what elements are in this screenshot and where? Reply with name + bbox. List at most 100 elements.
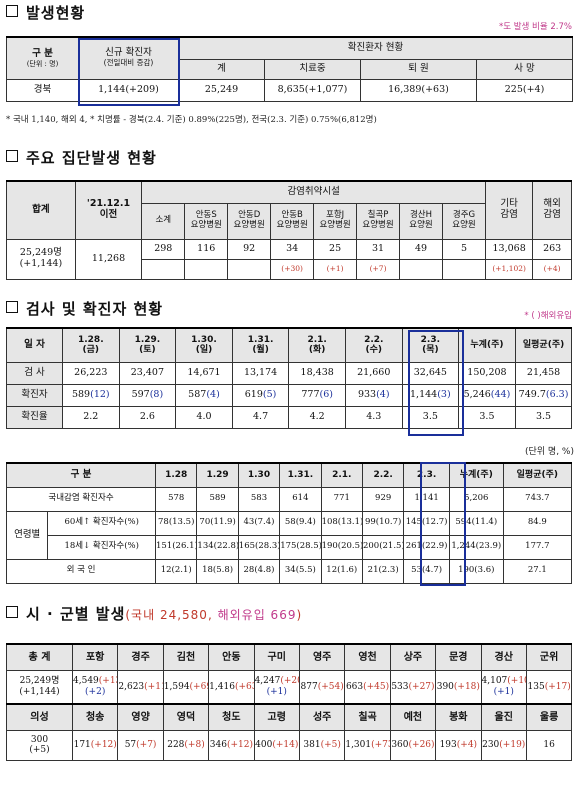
cell-0-6: 32,645 — [401, 361, 460, 385]
domestic-2: 583 — [237, 486, 281, 512]
col-other: 기타 감염 — [485, 180, 534, 240]
age18-4: 190(20.5) — [320, 534, 363, 560]
count: 663 — [345, 681, 364, 692]
date-col-8: 일평균(주) — [514, 327, 573, 363]
domestic-4: 771 — [320, 486, 363, 512]
region-count: 25,249명 — [8, 676, 72, 686]
cell-0-8: 21,458 — [514, 361, 573, 385]
overseas-change: (+1) — [266, 686, 287, 697]
region-9: 문경 — [435, 643, 482, 671]
cell-value: 4.2 — [309, 410, 325, 422]
region-value-1: 4,549(+134)(+2) — [71, 669, 119, 705]
other-change: (+1,102) — [485, 258, 534, 280]
region-count: 228(+8) — [164, 740, 207, 750]
cell-0-5: 21,660 — [344, 361, 403, 385]
col-new-cases: 신규 확진자 (전일대비 증감) — [78, 36, 179, 80]
cell-value: 150,208 — [467, 366, 507, 378]
vuln-change-7 — [441, 258, 487, 280]
change: (+4) — [456, 739, 478, 750]
cell-1-4: 777(6) — [288, 383, 346, 407]
section-title-occurrence: 발생현황 — [6, 2, 85, 23]
cell-1-5: 933(4) — [344, 383, 403, 407]
region-value-3: 228(+8) — [162, 729, 210, 761]
count: 57 — [124, 739, 137, 750]
date-col-8: 일평균(주) — [502, 462, 573, 488]
domestic-6: 1,141 — [403, 486, 450, 512]
unit-note: (단위 명, %) — [525, 447, 574, 457]
age60-7: 594(11.4) — [448, 510, 504, 536]
cell-2-0: 2.2 — [62, 405, 120, 429]
change: (+1,144) — [19, 686, 60, 697]
region-0: 총 계 — [6, 643, 73, 671]
cell-1-8: 749.7(6.3) — [514, 383, 573, 407]
vuln-change-2 — [227, 258, 272, 280]
col-total: 계 — [178, 58, 265, 80]
new-cases-value: 1,144(+209) — [78, 78, 179, 102]
cell-2-7: 3.5 — [458, 405, 516, 429]
ratio-note: *도 발생 비율 2.7% — [498, 22, 572, 32]
col-before: '21.12.1 이전 — [74, 180, 143, 240]
foreign-7: 190(3.6) — [448, 558, 504, 584]
vuln-change-0 — [141, 258, 186, 280]
col-vulnerable-header: 감염취약시설 — [141, 180, 487, 204]
count: 193 — [439, 739, 457, 750]
region-count: 193(+4) — [437, 739, 480, 750]
cell-value: 2.2 — [83, 410, 99, 422]
cell-overseas: (4) — [376, 388, 390, 400]
date-col-7: 누계(주) — [448, 462, 504, 488]
region-count: 1,594(+69) — [164, 682, 207, 692]
cell-value: 5,246 — [463, 388, 491, 400]
region-1: 포항 — [71, 643, 119, 671]
change: (+26) — [408, 739, 435, 750]
region-3: 영덕 — [162, 703, 210, 731]
cell-2-4: 4.2 — [288, 405, 346, 429]
change: (+54) — [317, 681, 344, 692]
count: 381 — [303, 739, 321, 750]
overseas-change: (+1) — [493, 686, 514, 697]
region-6: 영주 — [298, 643, 346, 671]
cell-value: 4.0 — [196, 410, 212, 422]
cell-value: 32,645 — [413, 366, 447, 378]
date-col-4: 2.1. — [320, 462, 363, 488]
change: (+110) — [144, 681, 162, 692]
change: (+18) — [453, 681, 480, 692]
age18-3: 175(28.5) — [279, 534, 322, 560]
age18-label: 18세↓ 확진자수(%) — [47, 534, 157, 560]
cell-overseas: (6.3) — [545, 388, 569, 400]
vuln-value-2: 92 — [227, 238, 272, 260]
occurrence-table: 구 분 (단위 : 명) 신규 확진자 (전일대비 증감) 확진환자 현황 계 치료… — [6, 36, 574, 102]
foreign-label: 외 국 인 — [5, 558, 157, 584]
vuln-col-6: 경산H 요양원 — [399, 202, 443, 240]
region-count: 230(+19) — [482, 740, 525, 750]
change: (+14) — [272, 739, 299, 750]
cell-value: 13,174 — [243, 366, 278, 378]
cell-1-0: 589(12) — [62, 383, 120, 407]
cell-value: 749.7 — [518, 388, 546, 400]
region-value-7: 1,301(+73) — [344, 729, 391, 761]
cell-1-7: 5,246(44) — [458, 383, 516, 407]
count: 877 — [300, 681, 318, 692]
region-count: 57(+7) — [119, 739, 162, 750]
region-8: 예천 — [389, 703, 437, 731]
region-count: 533(+27) — [391, 682, 434, 692]
cell-2-8: 3.5 — [514, 405, 573, 429]
cell-value: 2.6 — [139, 410, 155, 422]
age60-3: 58(9.4) — [279, 510, 322, 536]
vuln-value-5: 31 — [356, 238, 401, 260]
overseas-change: (+4) — [532, 258, 572, 280]
region-value-3: 1,594(+69) — [162, 669, 210, 705]
date-col-7: 누계(주) — [458, 327, 516, 363]
region-value-8: 533(+27) — [389, 669, 437, 705]
region-value-2: 57(+7) — [117, 729, 164, 761]
section-title-cluster: 주요 집단발생 현황 — [6, 147, 157, 168]
count: 300 — [30, 734, 49, 745]
cell-0-0: 26,223 — [62, 361, 120, 385]
count: 2,623 — [118, 681, 145, 692]
section-title-tests: 검사 및 확진자 현황 — [6, 298, 163, 319]
other-value: 13,068 — [485, 238, 534, 260]
foreign-8: 27.1 — [502, 558, 573, 584]
cell-0-7: 150,208 — [458, 361, 516, 385]
cell-value: 3.5 — [422, 410, 438, 422]
cell-value: 21,660 — [357, 366, 391, 378]
region-value-9: 390(+18) — [435, 669, 482, 705]
